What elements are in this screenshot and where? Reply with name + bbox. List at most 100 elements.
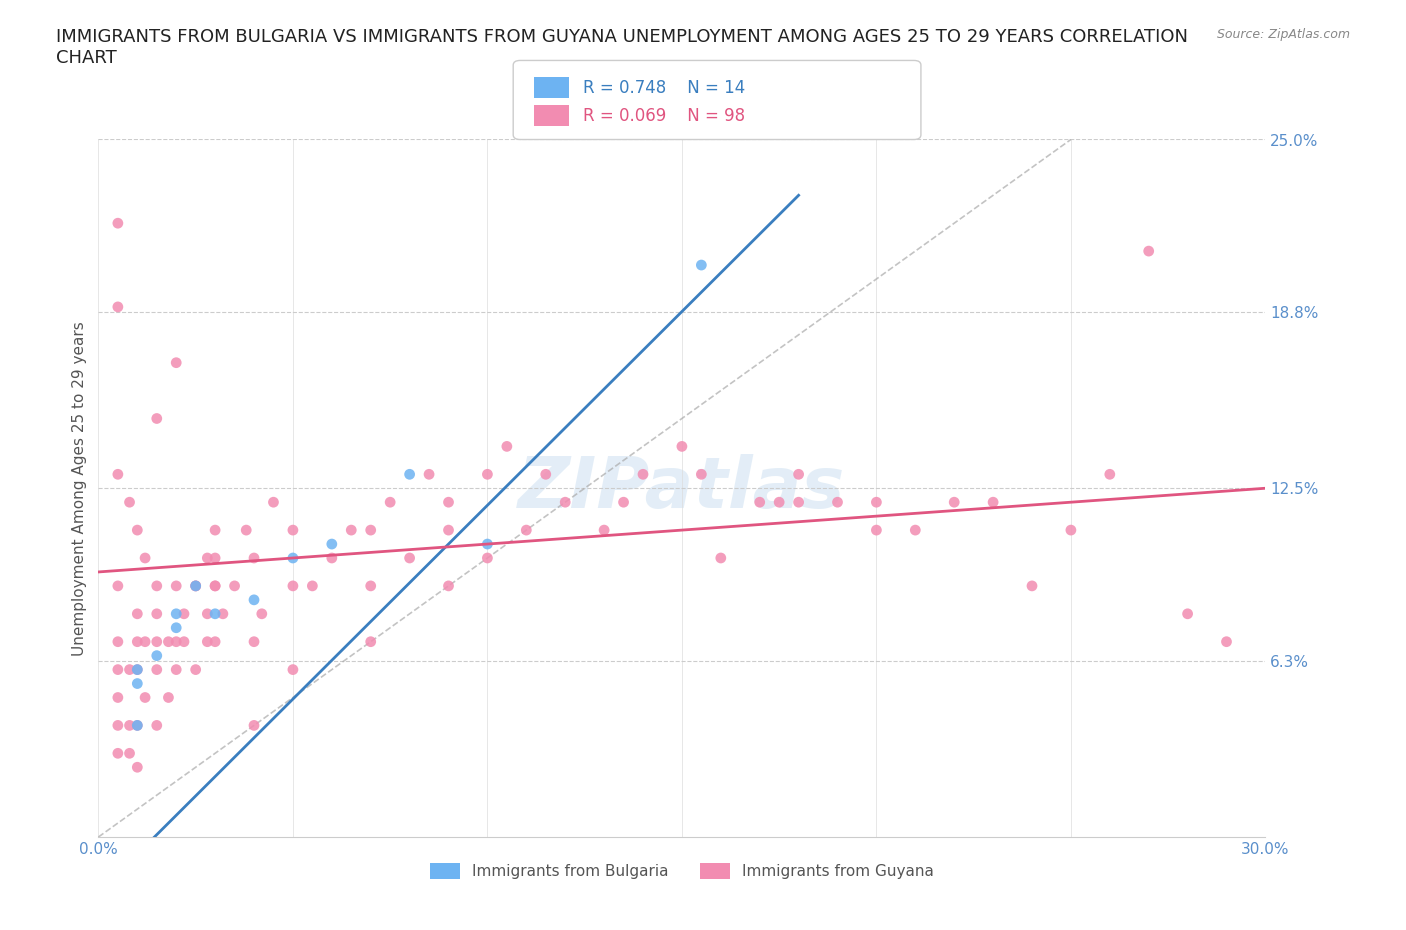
- Point: [107, 690, 129, 705]
- Point: [1137, 244, 1160, 259]
- Point: [1215, 634, 1237, 649]
- Point: [281, 578, 304, 593]
- Point: [184, 578, 207, 593]
- Point: [165, 620, 187, 635]
- Point: [146, 662, 169, 677]
- Point: [477, 551, 499, 565]
- Point: [301, 578, 323, 593]
- Point: [107, 299, 129, 314]
- Point: [184, 578, 207, 593]
- Point: [243, 634, 266, 649]
- Point: [127, 760, 149, 775]
- Point: [118, 495, 141, 510]
- Point: [631, 467, 654, 482]
- Point: [437, 495, 460, 510]
- Point: [1060, 523, 1083, 538]
- Point: [593, 523, 616, 538]
- Point: [281, 523, 304, 538]
- Point: [768, 495, 790, 510]
- Point: [690, 467, 713, 482]
- Point: [204, 578, 226, 593]
- Point: [127, 634, 149, 649]
- Point: [204, 578, 226, 593]
- Text: ZIPatlas: ZIPatlas: [519, 454, 845, 523]
- Point: [865, 523, 887, 538]
- Point: [146, 411, 169, 426]
- Legend: Immigrants from Bulgaria, Immigrants from Guyana: Immigrants from Bulgaria, Immigrants fro…: [423, 857, 941, 885]
- Point: [195, 606, 218, 621]
- Point: [943, 495, 966, 510]
- Point: [165, 662, 187, 677]
- Point: [1021, 578, 1043, 593]
- Point: [146, 606, 169, 621]
- Point: [748, 495, 770, 510]
- Point: [981, 495, 1004, 510]
- Point: [262, 495, 284, 510]
- Point: [321, 537, 343, 551]
- Point: [107, 578, 129, 593]
- Point: [865, 495, 887, 510]
- Text: R = 0.069    N = 98: R = 0.069 N = 98: [583, 107, 745, 126]
- Point: [496, 439, 519, 454]
- Point: [157, 634, 180, 649]
- Point: [534, 467, 557, 482]
- Point: [827, 495, 849, 510]
- Point: [671, 439, 693, 454]
- Point: [281, 551, 304, 565]
- Point: [204, 634, 226, 649]
- Point: [281, 662, 304, 677]
- Point: [118, 746, 141, 761]
- Point: [250, 606, 273, 621]
- Text: Source: ZipAtlas.com: Source: ZipAtlas.com: [1216, 28, 1350, 41]
- Point: [904, 523, 927, 538]
- Point: [118, 662, 141, 677]
- Point: [1177, 606, 1199, 621]
- Point: [515, 523, 537, 538]
- Point: [243, 551, 266, 565]
- Point: [204, 551, 226, 565]
- Point: [184, 662, 207, 677]
- Point: [787, 467, 810, 482]
- Point: [360, 578, 382, 593]
- Point: [118, 718, 141, 733]
- Point: [134, 690, 156, 705]
- Point: [107, 746, 129, 761]
- Point: [437, 578, 460, 593]
- Point: [107, 216, 129, 231]
- Point: [165, 578, 187, 593]
- Point: [243, 718, 266, 733]
- Point: [554, 495, 576, 510]
- Point: [107, 634, 129, 649]
- Point: [360, 523, 382, 538]
- Point: [204, 523, 226, 538]
- Point: [235, 523, 257, 538]
- Point: [107, 467, 129, 482]
- Y-axis label: Unemployment Among Ages 25 to 29 years: Unemployment Among Ages 25 to 29 years: [72, 321, 87, 656]
- Point: [710, 551, 733, 565]
- Point: [173, 606, 195, 621]
- Point: [146, 578, 169, 593]
- Point: [107, 662, 129, 677]
- Point: [146, 634, 169, 649]
- Point: [146, 648, 169, 663]
- Text: R = 0.748    N = 14: R = 0.748 N = 14: [583, 79, 745, 98]
- Point: [134, 634, 156, 649]
- Point: [127, 523, 149, 538]
- Point: [127, 662, 149, 677]
- Point: [127, 662, 149, 677]
- Point: [127, 676, 149, 691]
- Point: [195, 551, 218, 565]
- Point: [398, 467, 420, 482]
- Point: [477, 467, 499, 482]
- Point: [184, 578, 207, 593]
- Point: [613, 495, 636, 510]
- Point: [690, 258, 713, 272]
- Point: [146, 718, 169, 733]
- Point: [195, 634, 218, 649]
- Point: [477, 537, 499, 551]
- Point: [134, 551, 156, 565]
- Text: IMMIGRANTS FROM BULGARIA VS IMMIGRANTS FROM GUYANA UNEMPLOYMENT AMONG AGES 25 TO: IMMIGRANTS FROM BULGARIA VS IMMIGRANTS F…: [56, 28, 1188, 67]
- Point: [127, 718, 149, 733]
- Point: [243, 592, 266, 607]
- Point: [165, 355, 187, 370]
